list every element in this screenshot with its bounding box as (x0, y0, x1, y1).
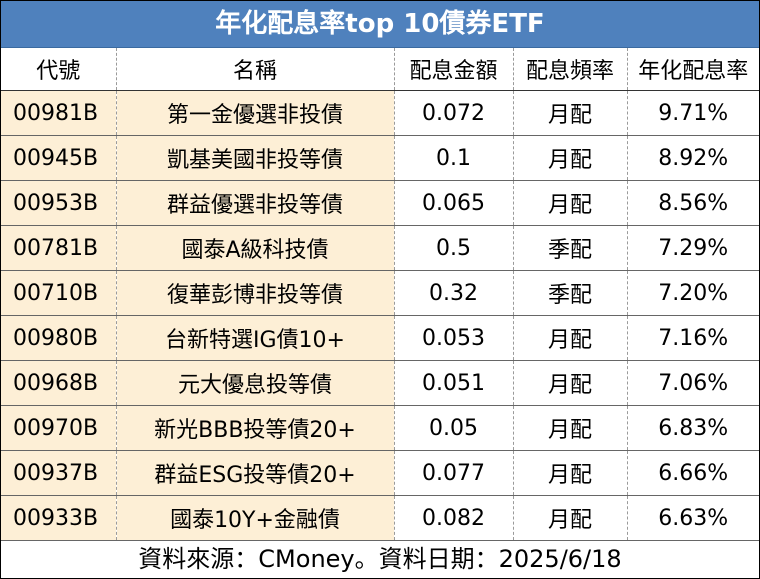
dividend-frequency: 月配 (513, 315, 628, 361)
header-row: 代號 名稱 配息金額 配息頻率 年化配息率 (1, 48, 759, 91)
annual-yield: 7.06% (627, 360, 759, 406)
table-row: 00968B 元大優息投等債 0.051 月配 7.06% (1, 360, 759, 406)
table-row: 00937B 群益ESG投等債20+ 0.077 月配 6.66% (1, 450, 759, 496)
table-row: 00781B 國泰A級科技債 0.5 季配 7.29% (1, 225, 759, 271)
etf-code: 00981B (1, 90, 117, 136)
etf-table: 代號 名稱 配息金額 配息頻率 年化配息率 00981B 第一金優選非投債 0.… (1, 48, 759, 541)
table-row: 00953B 群益優選非投等債 0.065 月配 8.56% (1, 180, 759, 226)
etf-name: 元大優息投等債 (116, 360, 395, 406)
etf-code: 00953B (1, 180, 117, 226)
etf-code: 00970B (1, 405, 117, 451)
etf-code: 00968B (1, 360, 117, 406)
dividend-amount: 0.053 (394, 315, 514, 361)
etf-code: 00781B (1, 225, 117, 271)
etf-code: 00710B (1, 270, 117, 316)
dividend-amount: 0.32 (394, 270, 514, 316)
dividend-amount: 0.065 (394, 180, 514, 226)
annual-yield: 6.66% (627, 450, 759, 496)
dividend-amount: 0.5 (394, 225, 514, 271)
dividend-amount: 0.05 (394, 405, 514, 451)
etf-name: 國泰A級科技債 (116, 225, 395, 271)
table-row: 00710B 復華彭博非投等債 0.32 季配 7.20% (1, 270, 759, 316)
etf-name: 群益優選非投等債 (116, 180, 395, 226)
header-name: 名稱 (116, 48, 395, 91)
header-dividend-amount: 配息金額 (394, 48, 514, 91)
table-row: 00981B 第一金優選非投債 0.072 月配 9.71% (1, 90, 759, 136)
dividend-frequency: 月配 (513, 90, 628, 136)
dividend-amount: 0.1 (394, 135, 514, 181)
etf-code: 00945B (1, 135, 117, 181)
annual-yield: 9.71% (627, 90, 759, 136)
etf-name: 凱基美國非投等債 (116, 135, 395, 181)
etf-code: 00980B (1, 315, 117, 361)
annual-yield: 7.16% (627, 315, 759, 361)
dividend-frequency: 月配 (513, 180, 628, 226)
dividend-amount: 0.072 (394, 90, 514, 136)
table-title: 年化配息率top 10債券ETF (1, 1, 759, 48)
etf-name: 台新特選IG債10+ (116, 315, 395, 361)
dividend-frequency: 月配 (513, 405, 628, 451)
etf-name: 第一金優選非投債 (116, 90, 395, 136)
etf-code: 00933B (1, 495, 117, 541)
dividend-amount: 0.082 (394, 495, 514, 541)
annual-yield: 7.20% (627, 270, 759, 316)
annual-yield: 6.63% (627, 495, 759, 541)
annual-yield: 7.29% (627, 225, 759, 271)
header-annual-yield: 年化配息率 (627, 48, 759, 91)
header-dividend-frequency: 配息頻率 (513, 48, 628, 91)
etf-name: 復華彭博非投等債 (116, 270, 395, 316)
dividend-frequency: 月配 (513, 360, 628, 406)
etf-code: 00937B (1, 450, 117, 496)
dividend-frequency: 月配 (513, 135, 628, 181)
dividend-frequency: 季配 (513, 225, 628, 271)
table-row: 00933B 國泰10Y+金融債 0.082 月配 6.63% (1, 495, 759, 541)
dividend-amount: 0.051 (394, 360, 514, 406)
etf-name: 新光BBB投等債20+ (116, 405, 395, 451)
table-row: 00945B 凱基美國非投等債 0.1 月配 8.92% (1, 135, 759, 181)
etf-name: 群益ESG投等債20+ (116, 450, 395, 496)
dividend-amount: 0.077 (394, 450, 514, 496)
table-row: 00980B 台新特選IG債10+ 0.053 月配 7.16% (1, 315, 759, 361)
dividend-frequency: 月配 (513, 495, 628, 541)
dividend-frequency: 季配 (513, 270, 628, 316)
annual-yield: 6.83% (627, 405, 759, 451)
etf-name: 國泰10Y+金融債 (116, 495, 395, 541)
annual-yield: 8.92% (627, 135, 759, 181)
source-footer: 資料來源：CMoney。資料日期：2025/6/18 (1, 541, 759, 578)
table-row: 00970B 新光BBB投等債20+ 0.05 月配 6.83% (1, 405, 759, 451)
header-code: 代號 (1, 48, 117, 91)
dividend-frequency: 月配 (513, 450, 628, 496)
annual-yield: 8.56% (627, 180, 759, 226)
